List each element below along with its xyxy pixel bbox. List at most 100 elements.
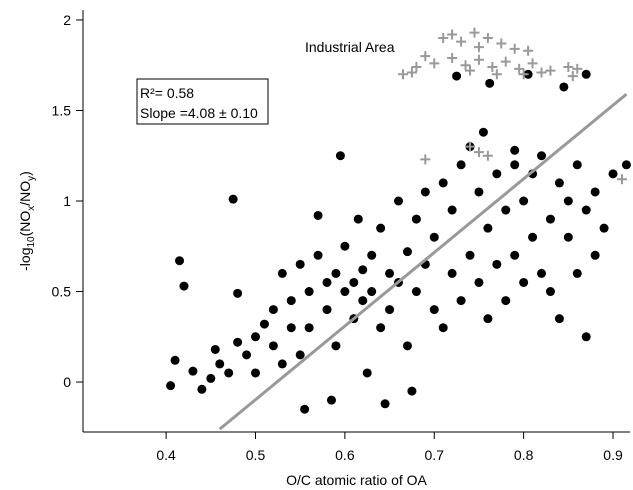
point <box>567 71 578 82</box>
point <box>251 332 261 342</box>
point <box>590 250 600 260</box>
point <box>402 341 412 351</box>
point <box>362 368 372 378</box>
annotation: Slope =4.08 ± 0.10 <box>140 105 258 121</box>
point <box>460 60 471 71</box>
point <box>206 373 216 383</box>
point <box>300 404 310 414</box>
point <box>210 344 220 354</box>
y-axis-label-part: y <box>26 176 37 181</box>
point <box>527 58 538 69</box>
point <box>224 368 234 378</box>
annotation-box <box>136 78 269 125</box>
point <box>304 287 314 297</box>
point <box>608 169 618 179</box>
point <box>402 247 412 257</box>
point <box>277 268 287 278</box>
point <box>485 78 495 88</box>
y-axis-label-part: /NO <box>17 181 33 206</box>
point <box>268 341 278 351</box>
x-tick-label: 0.8 <box>514 447 534 463</box>
point <box>563 196 573 206</box>
point <box>251 368 261 378</box>
point <box>474 187 484 197</box>
point <box>483 314 493 324</box>
point <box>447 29 458 40</box>
point <box>197 384 207 394</box>
y-tick-label: 1 <box>63 193 71 209</box>
point <box>581 69 591 79</box>
point <box>523 45 534 56</box>
point <box>406 67 417 78</box>
point <box>438 323 448 333</box>
point <box>519 196 529 206</box>
point <box>621 160 631 170</box>
point <box>518 69 529 80</box>
point <box>501 205 511 215</box>
annotation: R²= 0.58 <box>140 85 194 101</box>
y-tick-label: 1.5 <box>52 102 72 118</box>
point <box>420 154 431 165</box>
point <box>491 69 502 80</box>
point <box>397 69 408 80</box>
point <box>465 65 476 76</box>
point <box>429 58 440 69</box>
point <box>295 350 305 360</box>
annotation: Industrial Area <box>305 39 395 55</box>
point <box>519 277 529 287</box>
point <box>358 265 368 275</box>
point <box>420 187 430 197</box>
point <box>411 214 421 224</box>
point <box>447 205 457 215</box>
point <box>572 160 582 170</box>
y-axis-label-part: ) <box>17 171 33 176</box>
point <box>367 287 377 297</box>
point <box>277 359 287 369</box>
point <box>482 150 493 161</box>
point <box>465 141 476 152</box>
point <box>438 33 449 44</box>
point <box>554 178 564 188</box>
point <box>456 36 467 47</box>
x-axis-label: O/C atomic ratio of OA <box>286 472 427 488</box>
point <box>456 296 466 306</box>
point <box>380 399 390 409</box>
point <box>465 250 475 260</box>
point <box>438 178 448 188</box>
point <box>563 232 573 242</box>
point <box>233 288 243 298</box>
point <box>228 194 238 204</box>
point <box>295 259 305 269</box>
point <box>326 395 336 405</box>
x-tick-label: 0.7 <box>425 447 445 463</box>
point <box>563 62 574 73</box>
point <box>487 62 498 73</box>
point <box>385 268 395 278</box>
point <box>353 214 363 224</box>
point <box>514 63 525 74</box>
point <box>581 332 591 342</box>
point <box>358 296 368 306</box>
point <box>510 250 520 260</box>
x-tick-label: 0.5 <box>246 447 266 463</box>
point <box>501 296 511 306</box>
x-tick-label: 0.6 <box>335 447 355 463</box>
point <box>420 51 431 62</box>
point <box>286 296 296 306</box>
point <box>268 305 278 315</box>
point <box>304 323 314 333</box>
point <box>536 67 547 78</box>
point <box>537 151 547 161</box>
point <box>170 355 180 365</box>
point <box>331 268 341 278</box>
point <box>259 319 269 329</box>
y-axis-label-part: 10 <box>26 236 37 248</box>
point <box>411 62 422 73</box>
y-axis-label-part: x <box>26 206 37 211</box>
point <box>367 250 377 260</box>
point <box>385 305 395 315</box>
point <box>215 359 225 369</box>
point <box>376 223 386 233</box>
point <box>545 214 555 224</box>
x-tick-label: 0.4 <box>156 447 176 463</box>
